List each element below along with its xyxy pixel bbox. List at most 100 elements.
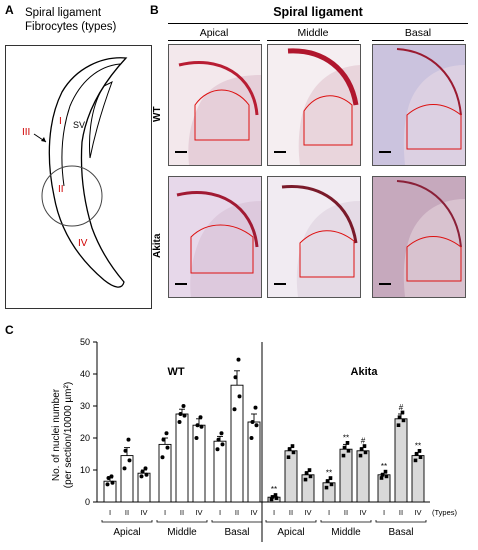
data-point (308, 474, 313, 479)
significance-mark: ** (415, 441, 421, 450)
bar-wt-apical-iv (137, 472, 151, 503)
data-point (380, 473, 385, 477)
group-label-wt: WT (167, 366, 184, 378)
col-label-middle: Middle (297, 27, 329, 39)
row-label-akita: Akita (152, 233, 163, 258)
bar-wt-basal-i (213, 440, 227, 503)
data-point (286, 455, 291, 459)
y-tick-label-20: 20 (80, 433, 90, 443)
type-tick-label: I (383, 508, 385, 517)
panel-a-title-line2: Fibrocytes (types) (25, 21, 117, 33)
data-point (418, 455, 423, 459)
significance-mark: # (361, 437, 366, 446)
region-bracket (156, 520, 208, 523)
type-tick-label: I (273, 508, 275, 517)
significance-mark: # (399, 403, 404, 412)
data-point (215, 447, 220, 452)
col-rule-basal (372, 40, 464, 41)
group-label-akita: Akita (351, 366, 379, 378)
data-point (325, 479, 330, 483)
col-rule-middle (267, 40, 359, 41)
data-point (216, 437, 221, 442)
data-point (346, 449, 351, 453)
type-tick-label: II (399, 508, 403, 517)
y-tick-label-30: 30 (80, 401, 90, 411)
data-point (110, 480, 115, 485)
sv-label: SV (73, 120, 85, 130)
data-point (250, 420, 255, 424)
type-tick-label: IV (414, 508, 421, 517)
type-iv-label: IV (78, 238, 88, 249)
data-point (105, 482, 110, 487)
data-point (341, 453, 346, 458)
data-point (303, 477, 308, 482)
data-point (291, 450, 296, 455)
data-point (181, 404, 186, 408)
bar-akita-middle-iv (356, 450, 370, 503)
region-bracket (101, 520, 153, 523)
type-tick-label: IV (140, 508, 147, 517)
data-point (140, 469, 145, 474)
data-point (290, 444, 295, 448)
type-tick-label: I (219, 508, 221, 517)
region-label-1: Middle (167, 527, 197, 538)
significance-mark: ** (271, 485, 277, 494)
region-label-4: Middle (331, 527, 361, 538)
type-tick-label: IV (304, 508, 311, 517)
data-point (160, 455, 165, 460)
micrograph-akita-apical (168, 176, 262, 298)
data-point (328, 476, 333, 480)
data-point (414, 452, 419, 456)
bar-wt-middle-iv (192, 424, 206, 503)
micrograph-wt-middle (267, 44, 361, 166)
data-point (219, 431, 224, 436)
col-label-apical: Apical (199, 27, 229, 39)
type-tick-label: II (344, 508, 348, 517)
bar-wt-middle-ii (175, 413, 189, 503)
bar-wt-apical-ii (120, 455, 134, 503)
data-point (178, 412, 183, 416)
data-point (164, 431, 169, 436)
y-tick-label-40: 40 (80, 369, 90, 379)
cochlea-diagram: SV I II III IV (22, 57, 128, 288)
micrograph-wt-apical (168, 44, 262, 166)
micrograph-akita-middle (267, 176, 361, 298)
region-bracket (265, 520, 317, 523)
data-point (253, 405, 258, 410)
region-label-2: Basal (224, 527, 249, 538)
data-point (270, 495, 275, 499)
data-point (143, 466, 148, 471)
data-point (274, 496, 279, 500)
region-bracket (375, 520, 427, 523)
data-point (232, 407, 237, 412)
y-axis-label-line1: No. of nuclei number (51, 388, 62, 481)
data-point (144, 472, 149, 477)
type-tick-label: I (109, 508, 111, 517)
data-point (363, 450, 368, 455)
y-axis-label-line2: (per section/10000 µm²) (63, 382, 74, 488)
bar-wt-basal-iv (247, 421, 261, 503)
bar-akita-basal-ii (394, 418, 408, 503)
data-point (249, 436, 254, 440)
panel-b-title-rule (168, 23, 468, 24)
data-point (359, 447, 364, 451)
significance-mark: ** (326, 469, 332, 478)
data-point (345, 441, 350, 445)
type-tick-label: IV (195, 508, 202, 517)
region-label-0: Apical (113, 527, 140, 538)
data-point (254, 423, 259, 428)
data-point (417, 449, 422, 453)
bar-akita-basal-iv (411, 455, 425, 503)
cochlea-diagram-frame: SV I II III IV (5, 45, 152, 309)
data-point (126, 437, 131, 442)
significance-mark: ** (381, 462, 387, 471)
data-point (236, 357, 241, 362)
panel-b-letter: B (150, 3, 159, 17)
type-tick-label: I (164, 508, 166, 517)
data-point (199, 424, 204, 429)
data-point (307, 468, 312, 472)
data-point (233, 375, 238, 380)
type-tick-label: IV (359, 508, 366, 517)
col-rule-apical (168, 40, 260, 41)
data-point (273, 493, 278, 497)
